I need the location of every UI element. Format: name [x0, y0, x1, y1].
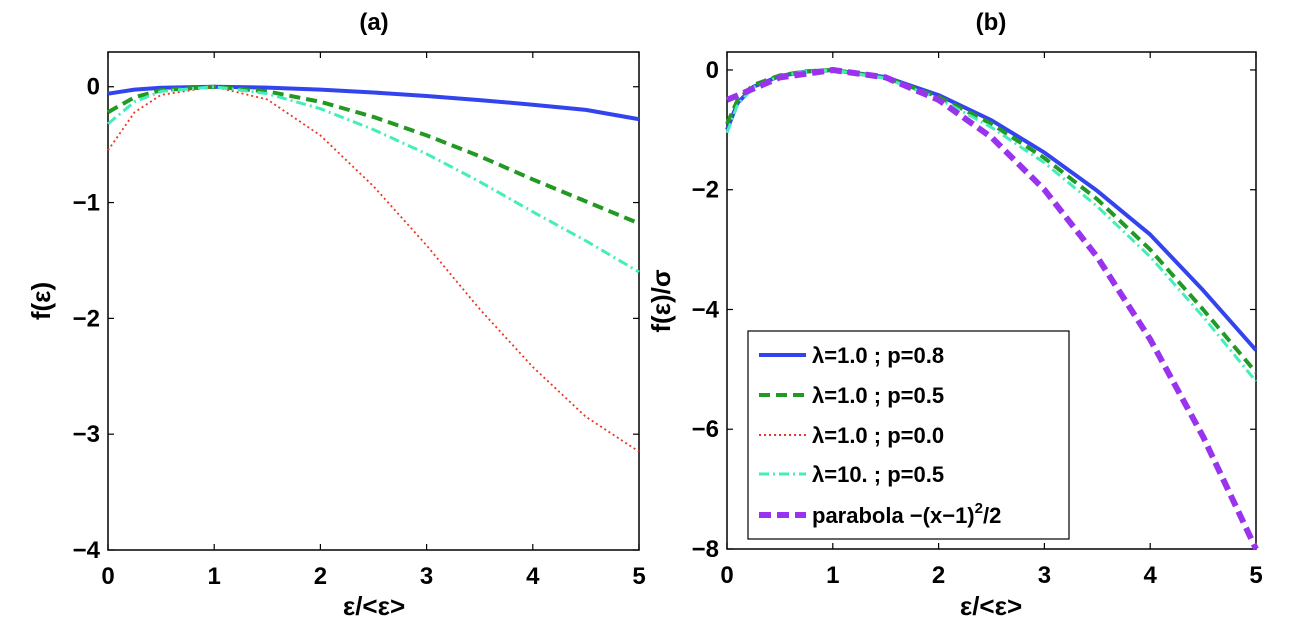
x-tick-label: 5 [1249, 562, 1262, 589]
panel-b-ticks: 0 1 2 3 4 5 0 −2 −4 −6 −8 [692, 52, 1263, 589]
x-tick-label: 0 [101, 563, 114, 590]
x-tick-label: 3 [1038, 562, 1051, 589]
legend-label: λ=10. ; p=0.5 [812, 462, 944, 487]
panel-b-title: (b) [976, 9, 1007, 36]
legend-label: λ=1.0 ; p=0.0 [812, 423, 944, 448]
panel-a-axes-box [107, 51, 640, 551]
panel-b-series [725, 67, 1259, 551]
y-tick-label: −1 [73, 190, 100, 217]
panel-a: (a) 0 1 2 3 4 5 0 −1 −2 −3 −4 ε/<ε> f(ε) [26, 9, 646, 621]
panel-a-ylabel: f(ε) [26, 282, 56, 320]
y-tick-label: −4 [692, 296, 720, 323]
legend-entry: λ=1.0 ; p=0.5 [759, 383, 944, 408]
x-tick-label: 2 [932, 562, 945, 589]
x-tick-label: 4 [1144, 562, 1158, 589]
x-tick-label: 0 [720, 562, 733, 589]
y-tick-label: −8 [692, 536, 719, 563]
y-tick-label: −6 [692, 416, 719, 443]
legend-entry: λ=1.0 ; p=0.8 [759, 343, 944, 368]
legend-entry: λ=1.0 ; p=0.0 [759, 423, 944, 448]
legend-box [747, 330, 1070, 540]
panel-b: (b) 0 1 2 3 4 5 0 −2 −4 −6 −8 ε/<ε> f(ε)/σ λ=1.0 ;… [646, 9, 1263, 621]
y-tick-label: 0 [706, 57, 719, 84]
y-tick-label: −2 [692, 177, 719, 204]
legend-entry: λ=10. ; p=0.5 [759, 462, 944, 487]
panel-a-title: (a) [359, 9, 388, 36]
x-tick-label: 4 [526, 563, 540, 590]
y-tick-label: 0 [87, 74, 100, 101]
legend-label-superscript: 2 [975, 500, 983, 517]
legend-label-tail: /2 [983, 503, 1001, 528]
series-line-dashed [725, 68, 1258, 374]
legend-label: λ=1.0 ; p=0.8 [812, 343, 944, 368]
x-tick-label: 3 [420, 563, 433, 590]
y-tick-label: −4 [73, 537, 101, 564]
legend-label: λ=1.0 ; p=0.5 [812, 383, 944, 408]
legend-label: parabola −(x−1) [812, 503, 975, 528]
panel-a-xlabel: ε/<ε> [343, 591, 405, 621]
panel-b-xlabel: ε/<ε> [960, 591, 1022, 621]
legend-entry: parabola −(x−1)2/2 [759, 500, 1001, 528]
x-tick-label: 5 [632, 563, 645, 590]
series-line-dashed [107, 84, 640, 226]
panel-a-series [107, 84, 640, 453]
y-tick-label: −3 [73, 421, 100, 448]
y-tick-label: −2 [73, 305, 100, 332]
series-line-bigdashed [725, 67, 1259, 551]
series-line-solid [107, 84, 640, 122]
legend: λ=1.0 ; p=0.8 λ=1.0 ; p=0.5 λ=1.0 ; p=0.… [747, 330, 1070, 540]
x-tick-label: 2 [314, 563, 327, 590]
x-tick-label: 1 [208, 563, 221, 590]
x-tick-label: 1 [826, 562, 839, 589]
panel-b-ylabel: f(ε)/σ [646, 269, 676, 333]
panel-a-ticks: 0 1 2 3 4 5 0 −1 −2 −3 −4 [73, 52, 646, 590]
legend-label-parabola: parabola −(x−1)2/2 [812, 500, 1001, 528]
